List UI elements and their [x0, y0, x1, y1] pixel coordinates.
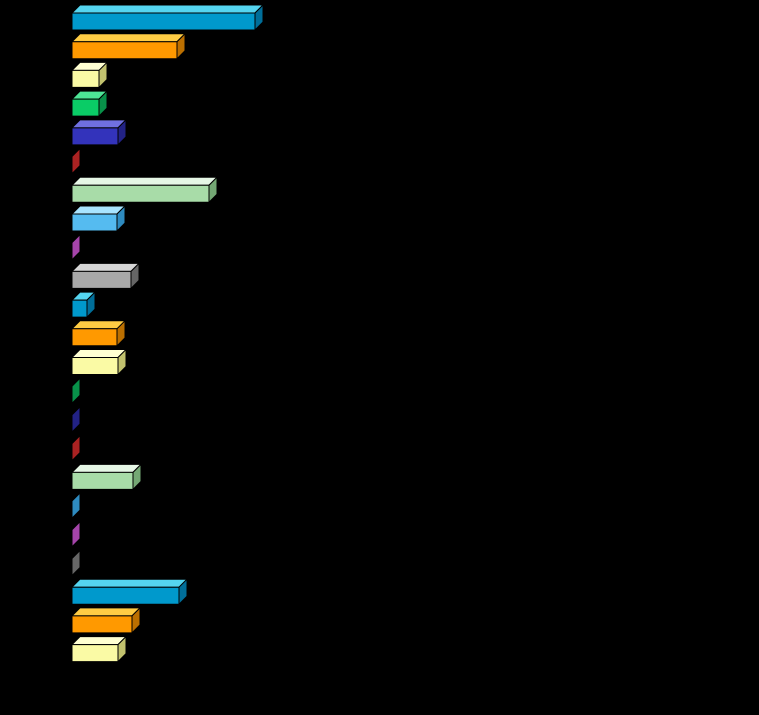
bar-13-top-face — [70, 349, 128, 359]
bar-21-front-face — [71, 586, 180, 605]
bar-8-top-face — [70, 205, 127, 215]
bar-8-sky-blue — [70, 204, 127, 233]
bar-4-front-face — [71, 98, 100, 117]
bar-10-top-face — [70, 262, 141, 272]
bar-22-top-face — [70, 607, 142, 617]
bar-14-green — [71, 377, 81, 405]
bar-23-top-face — [70, 636, 128, 646]
bar-1-cyan-blue — [70, 3, 265, 32]
bar-8-front-face — [71, 213, 118, 232]
bar-9-orchid — [71, 233, 81, 261]
bar-1-front-face — [71, 12, 256, 31]
bar-2-top-face — [70, 33, 187, 43]
bar-23-front-face — [71, 644, 119, 663]
bar-3-cream — [70, 61, 109, 89]
bar-17-top-face — [70, 463, 143, 473]
bar-6-side-face — [71, 147, 81, 175]
bar-7-pale-green — [70, 176, 219, 204]
bar-16-red — [71, 434, 81, 462]
bar-9-side-face — [71, 233, 81, 261]
bar-18-sky-blue — [71, 491, 81, 520]
bar-18-side-face — [71, 491, 81, 520]
bar-16-side-face — [71, 434, 81, 462]
bar-11-cyan-blue — [70, 290, 97, 319]
bar-12-top-face — [70, 320, 127, 330]
bar-7-front-face — [71, 184, 210, 203]
bar-14-side-face — [71, 377, 81, 405]
bar-13-cream — [70, 348, 128, 376]
bar-5-indigo — [70, 118, 128, 147]
bar-10-gray — [70, 262, 141, 290]
bar-11-front-face — [71, 299, 88, 318]
bar-22-orange — [70, 606, 142, 635]
bar-17-front-face — [71, 471, 134, 490]
bar-12-front-face — [71, 328, 118, 347]
bar-5-front-face — [71, 127, 119, 146]
bar-10-front-face — [71, 270, 132, 289]
bar-2-front-face — [71, 41, 178, 60]
bar-3-front-face — [71, 69, 100, 88]
bar-20-gray — [71, 549, 81, 577]
bar-17-pale-green — [70, 463, 143, 491]
bar-23-cream — [70, 635, 128, 663]
bar-1-top-face — [70, 4, 265, 14]
bar-5-top-face — [70, 119, 128, 129]
bar-19-orchid — [71, 520, 81, 548]
bar-6-red — [71, 147, 81, 175]
bar-7-top-face — [70, 176, 219, 186]
bar-20-side-face — [71, 549, 81, 577]
bar-12-orange — [70, 319, 127, 348]
bar-22-front-face — [71, 615, 133, 634]
bar-21-cyan-blue — [70, 577, 189, 606]
bar-15-indigo — [71, 405, 81, 434]
bar-21-top-face — [70, 578, 189, 588]
bar-2-orange — [70, 32, 187, 60]
bar-4-green — [70, 89, 109, 118]
bar-19-side-face — [71, 520, 81, 548]
bar-15-side-face — [71, 405, 81, 434]
bar-13-front-face — [71, 357, 119, 376]
